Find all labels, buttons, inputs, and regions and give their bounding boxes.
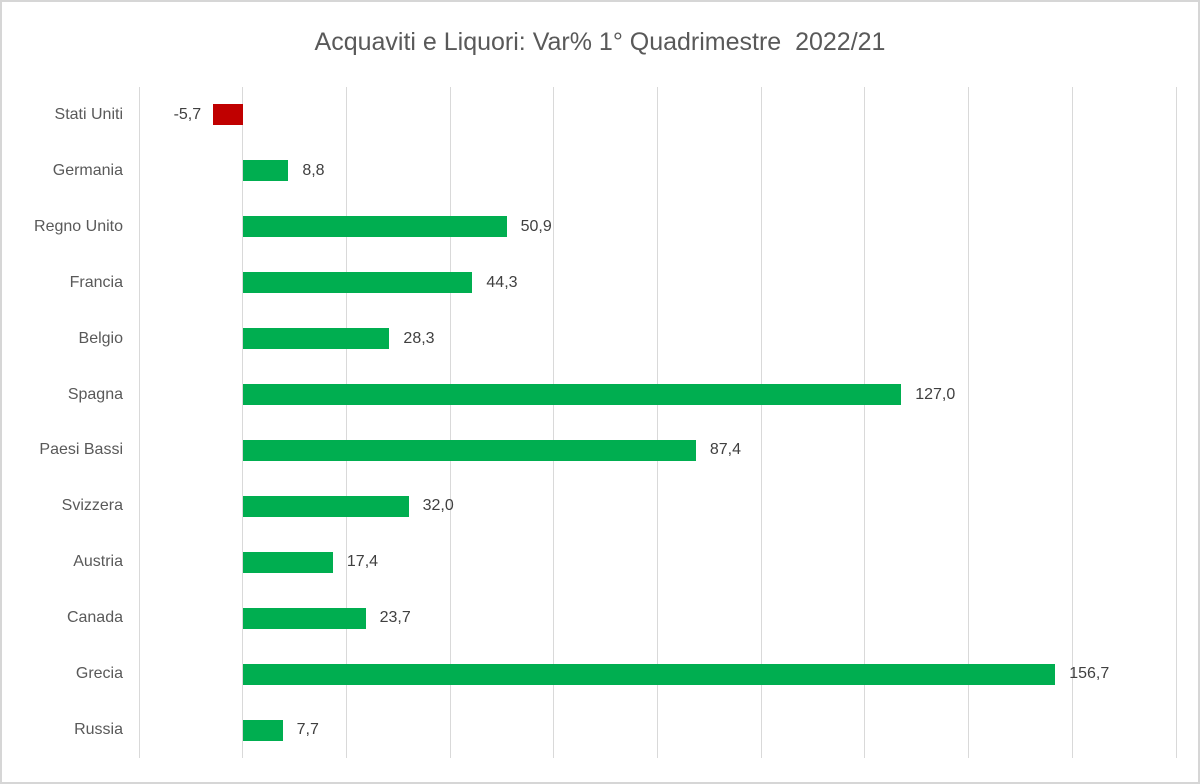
x-gridline [449, 87, 451, 758]
value-bar [242, 272, 473, 294]
category-label: Svizzera [61, 497, 123, 515]
value-label: 7,7 [296, 721, 319, 739]
value-bar [242, 384, 902, 406]
x-gridline [1175, 87, 1177, 758]
x-gridline [242, 87, 244, 758]
x-gridline [345, 87, 347, 758]
value-bar [242, 439, 696, 461]
x-gridline [553, 87, 555, 758]
value-bar [242, 328, 390, 350]
value-label: 32,0 [422, 497, 454, 515]
category-label: Germania [52, 161, 123, 179]
category-label: Austria [73, 553, 123, 571]
category-label: Canada [66, 609, 123, 627]
category-label: Belgio [78, 329, 123, 347]
x-gridline [864, 87, 866, 758]
x-gridline [138, 87, 140, 758]
value-label: 87,4 [709, 441, 741, 459]
value-bar [242, 607, 366, 629]
value-label: 50,9 [520, 217, 552, 235]
value-label: 44,3 [486, 273, 518, 291]
category-label: Francia [69, 273, 123, 291]
value-label: -5,7 [173, 105, 202, 123]
x-gridline [657, 87, 658, 758]
value-label: 28,3 [403, 329, 435, 347]
value-bar [213, 104, 243, 126]
category-label: Stati Uniti [54, 105, 123, 123]
x-gridline [760, 87, 762, 758]
category-label: Spagna [67, 385, 123, 403]
category-label: Grecia [75, 665, 123, 683]
chart-title: Acquaviti e Liquori: Var% 1° Quadrimestr… [314, 28, 886, 56]
value-label: 8,8 [302, 161, 325, 179]
value-label: 127,0 [915, 385, 956, 403]
category-label: Paesi Bassi [39, 441, 123, 459]
value-bar [242, 216, 507, 238]
value-bar [242, 551, 333, 573]
category-label: Regno Unito [34, 217, 123, 235]
value-label: 156,7 [1069, 665, 1110, 683]
value-bar [242, 663, 1056, 685]
value-label: 23,7 [379, 609, 411, 627]
value-label: 17,4 [346, 553, 379, 571]
value-bar [242, 719, 283, 741]
x-gridline [968, 87, 970, 758]
x-gridline [1071, 87, 1073, 758]
category-label: Russia [74, 721, 123, 739]
value-bar [242, 160, 289, 182]
value-bar [242, 495, 409, 517]
